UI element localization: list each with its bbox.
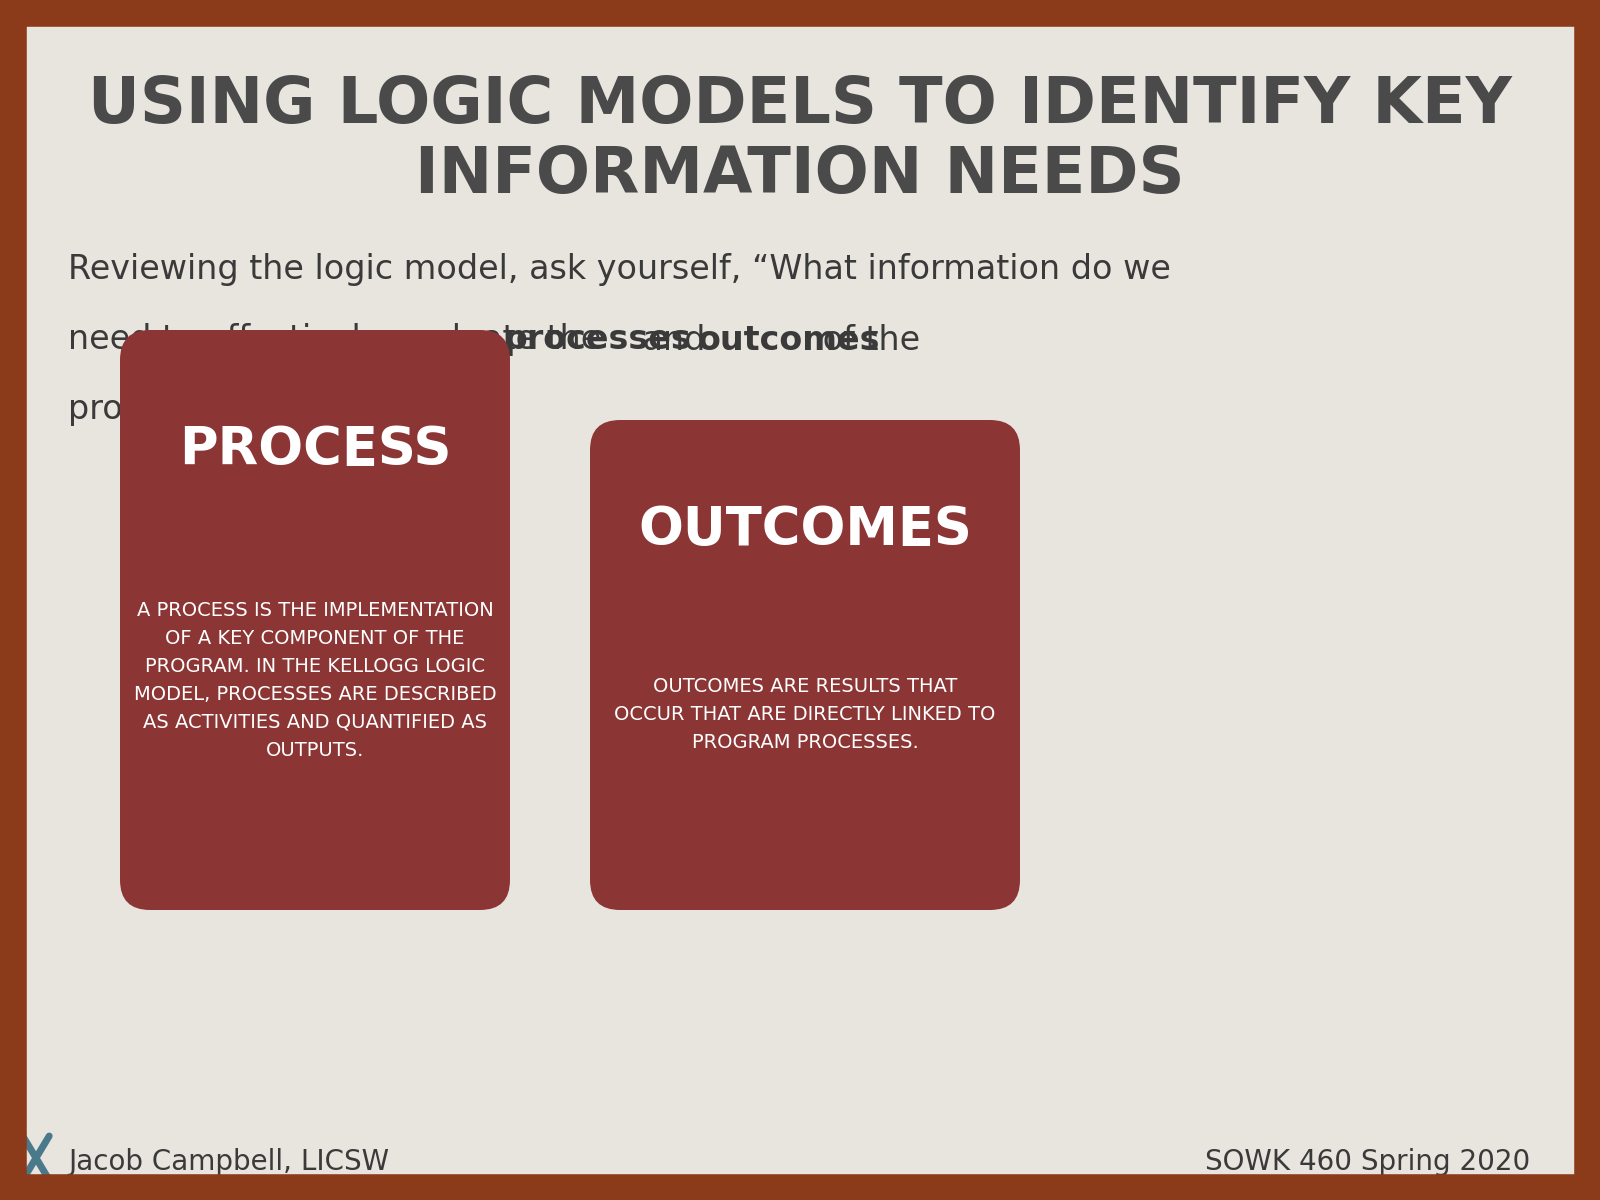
FancyBboxPatch shape [590, 420, 1021, 910]
Text: Reviewing the logic model, ask yourself, “What information do we: Reviewing the logic model, ask yourself,… [67, 253, 1171, 287]
Text: OUTCOMES: OUTCOMES [638, 504, 971, 556]
Text: A PROCESS IS THE IMPLEMENTATION
OF A KEY COMPONENT OF THE
PROGRAM. IN THE KELLOG: A PROCESS IS THE IMPLEMENTATION OF A KEY… [134, 600, 496, 760]
Text: of the: of the [811, 324, 920, 356]
Text: SOWK 460 Spring 2020: SOWK 460 Spring 2020 [1205, 1148, 1530, 1176]
Text: need to effectively evaluate the: need to effectively evaluate the [67, 324, 611, 356]
Text: Jacob Campbell, LICSW: Jacob Campbell, LICSW [67, 1148, 389, 1176]
Text: PROCESS: PROCESS [179, 424, 451, 476]
Text: outcomes: outcomes [698, 324, 880, 356]
Text: INFORMATION NEEDS: INFORMATION NEEDS [416, 144, 1184, 206]
FancyBboxPatch shape [120, 330, 510, 910]
Text: USING LOGIC MODELS TO IDENTIFY KEY: USING LOGIC MODELS TO IDENTIFY KEY [88, 74, 1512, 136]
Text: program?”: program?” [67, 394, 246, 426]
Text: and: and [632, 324, 715, 356]
Text: processes: processes [504, 324, 691, 356]
Text: OUTCOMES ARE RESULTS THAT
OCCUR THAT ARE DIRECTLY LINKED TO
PROGRAM PROCESSES.: OUTCOMES ARE RESULTS THAT OCCUR THAT ARE… [614, 678, 995, 752]
